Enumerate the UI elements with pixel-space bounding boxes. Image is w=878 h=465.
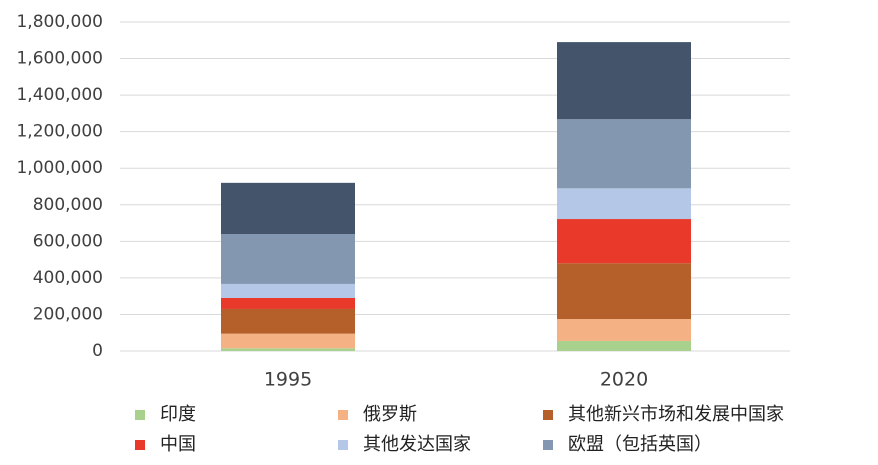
legend-swatch (543, 440, 553, 450)
legend-swatch (543, 410, 553, 420)
bar-segment (557, 219, 691, 264)
bar-segment (557, 119, 691, 189)
bar-segment (221, 297, 355, 309)
legend-label: 欧盟（包括英国） (568, 434, 712, 455)
y-tick-label: 800,000 (33, 195, 103, 215)
bar-segment (557, 340, 691, 351)
x-tick-label: 2020 (600, 369, 648, 391)
legend-label: 印度 (160, 404, 196, 425)
x-tick-label: 1995 (264, 369, 312, 391)
bar-segment (557, 188, 691, 220)
bar-segment (221, 182, 355, 235)
legend-swatch (338, 410, 348, 420)
bar-segment (221, 333, 355, 349)
bar-segment (557, 319, 691, 341)
bar-segment (557, 42, 691, 120)
legend-swatch (135, 410, 145, 420)
bar-segment (557, 263, 691, 320)
y-tick-label: 1,000,000 (16, 158, 103, 178)
legend-label: 俄罗斯 (363, 404, 417, 425)
y-tick-label: 0 (92, 341, 103, 361)
y-tick-label: 600,000 (33, 231, 103, 251)
y-tick-label: 200,000 (33, 304, 103, 324)
bar-segment (221, 283, 355, 298)
legend-label: 其他新兴市场和发展中国家 (568, 404, 784, 425)
legend-label: 其他发达国家 (363, 434, 471, 455)
y-tick-label: 1,200,000 (16, 122, 103, 142)
y-tick-label: 1,800,000 (16, 12, 103, 32)
legend-swatch (338, 440, 348, 450)
y-tick-label: 1,600,000 (16, 49, 103, 69)
legend-swatch (135, 440, 145, 450)
legend-label: 中国 (160, 434, 196, 455)
y-tick-label: 1,400,000 (16, 85, 103, 105)
bar-segment (221, 234, 355, 284)
bar-segment (221, 348, 355, 351)
y-tick-label: 400,000 (33, 268, 103, 288)
bar-segment (221, 308, 355, 334)
